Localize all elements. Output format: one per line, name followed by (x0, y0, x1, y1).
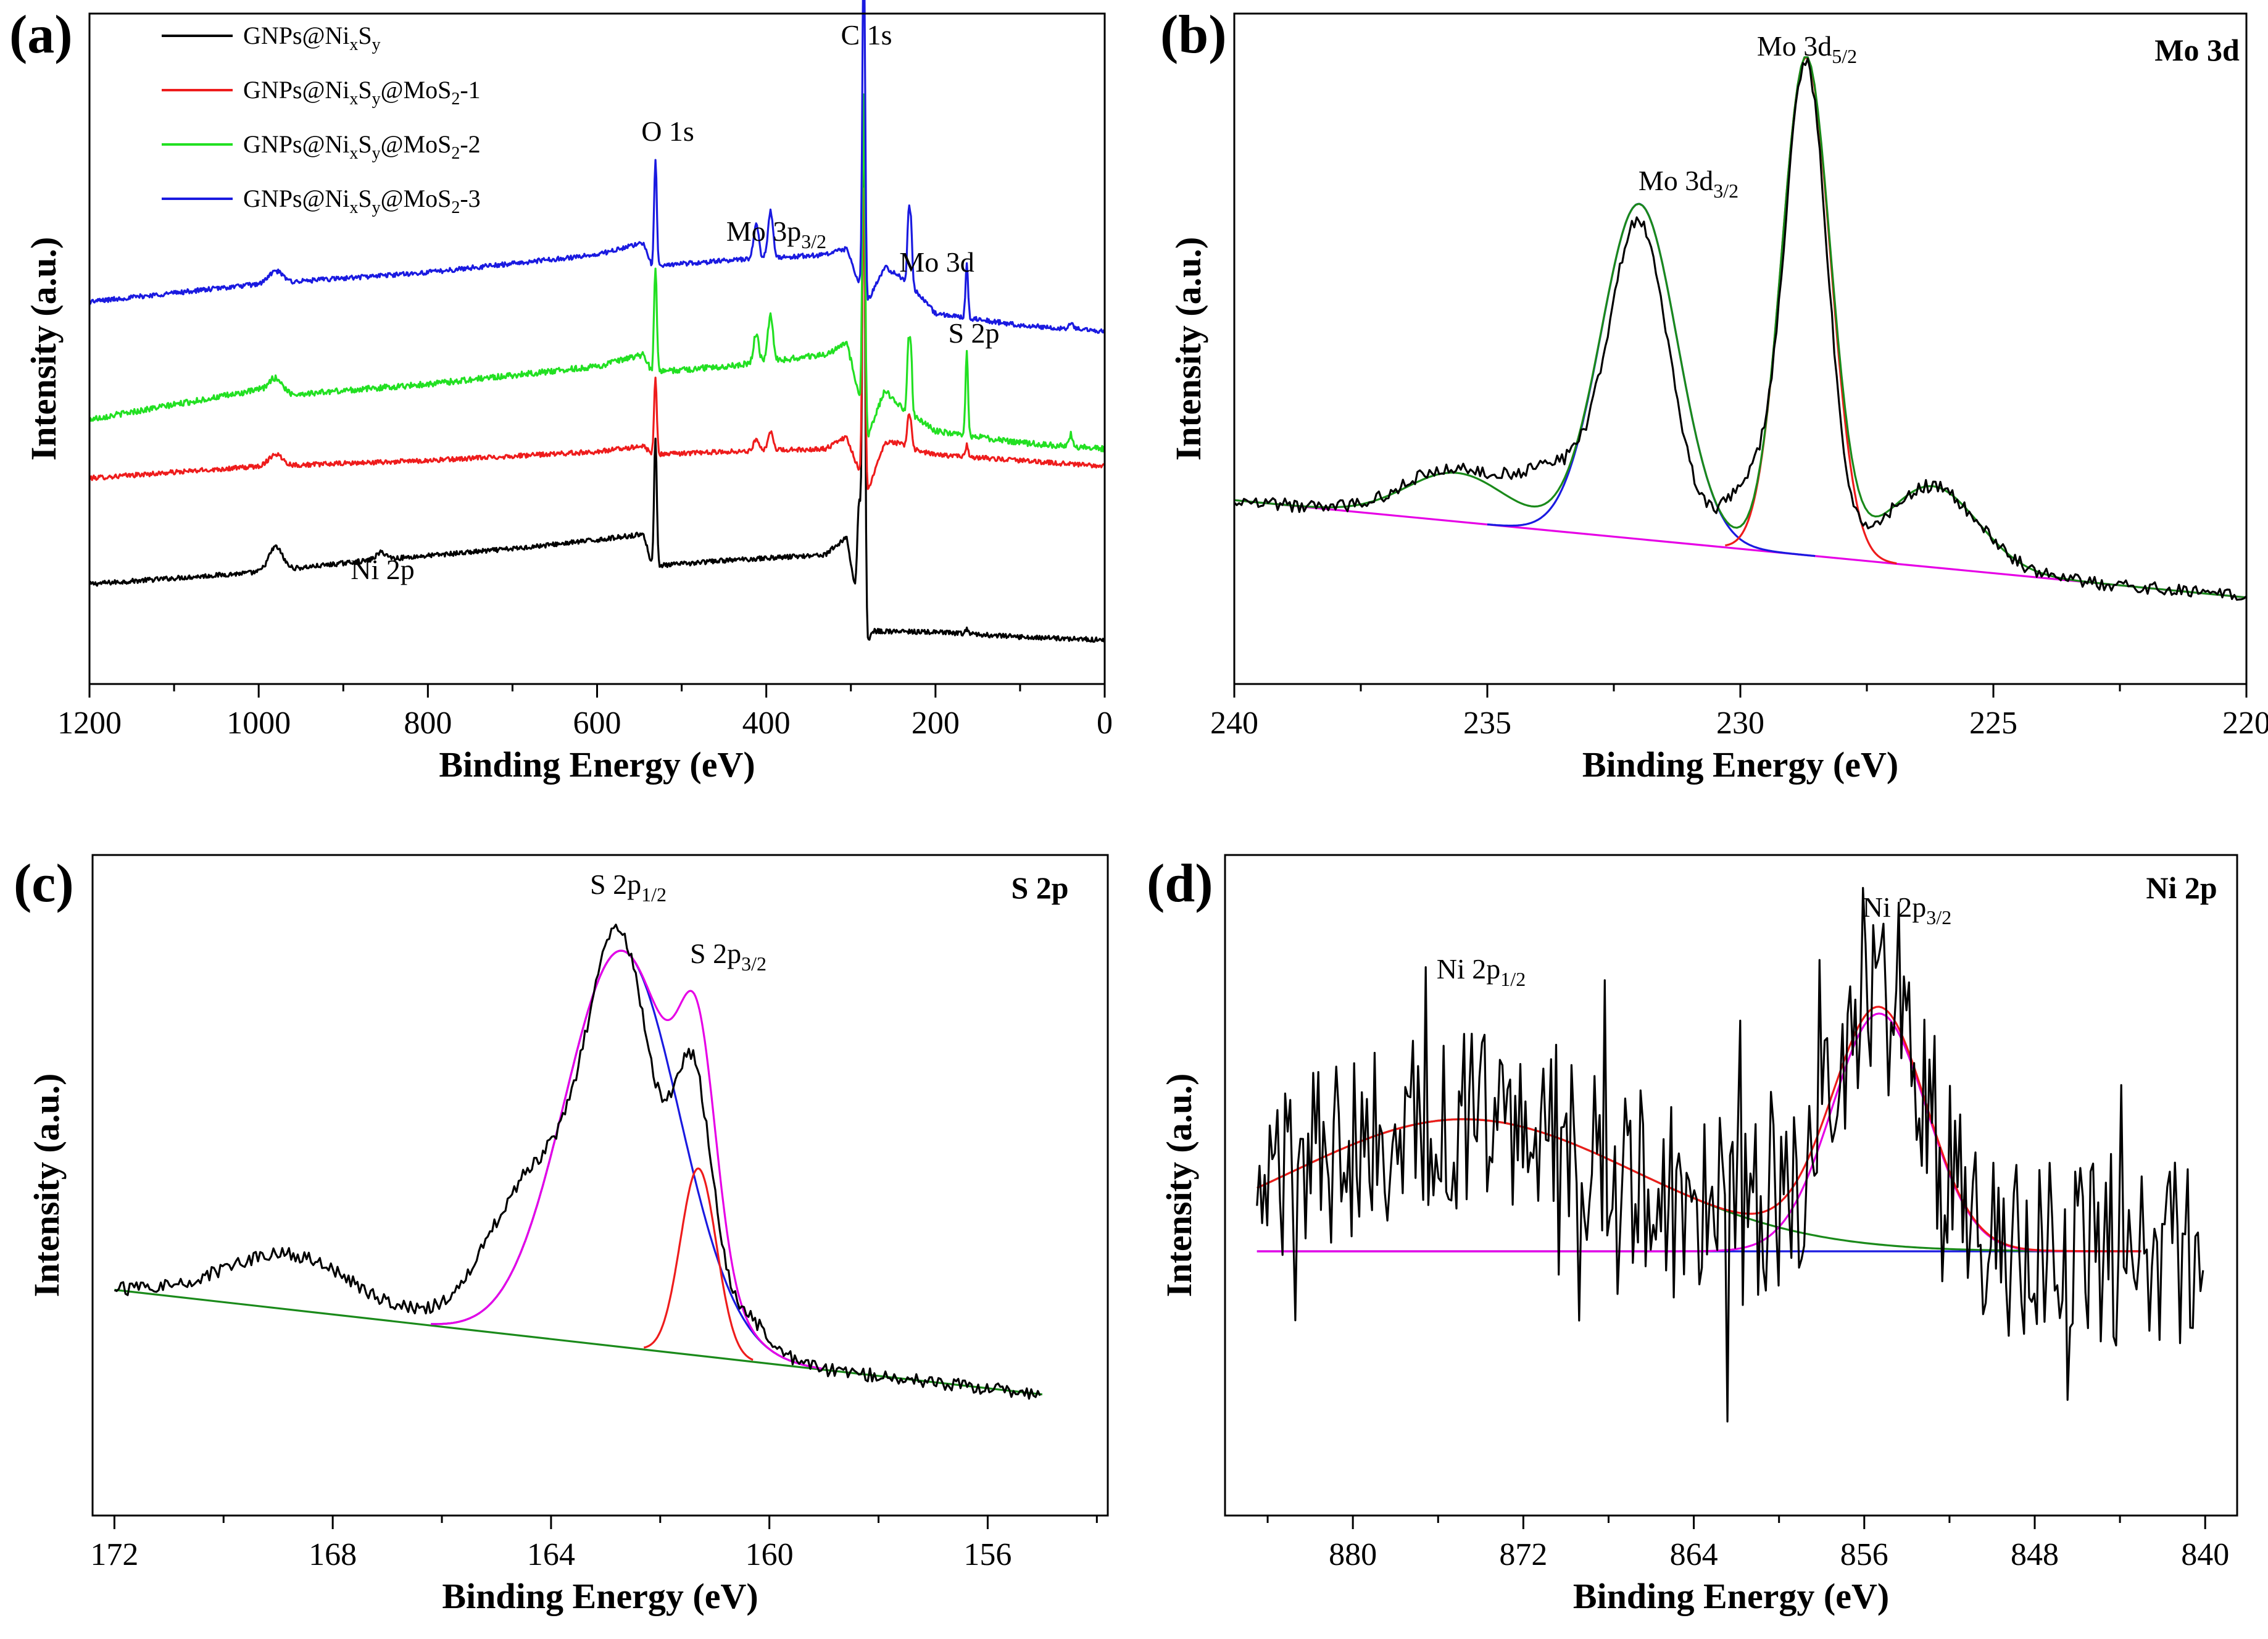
x-axis-title-a: Binding Energy (eV) (439, 744, 755, 785)
peak-label-a: S 2p (948, 317, 999, 349)
x-tick-label-d: 864 (1670, 1537, 1718, 1572)
x-tick-label-b: 220 (2222, 706, 2268, 741)
x-tick-label-d: 840 (2181, 1537, 2229, 1572)
series-a-gnps-nixsy (88, 122, 1105, 643)
x-tick-label-b: 240 (1210, 706, 1258, 741)
series-b-measured (1233, 57, 2248, 601)
series-c-s-2p3-2-fit (643, 1167, 754, 1361)
y-axis-title-b: Intensity (a.u.) (1168, 237, 1208, 461)
x-tick-label-c: 160 (746, 1537, 794, 1572)
x-axis-title-d: Binding Energy (eV) (1573, 1576, 1889, 1616)
peak-label-a: O 1s (641, 115, 694, 147)
corner-label-b: Mo 3d (2154, 33, 2240, 67)
peak-label-a: Mo 3d (899, 246, 974, 278)
y-axis-title-d: Intensity (a.u.) (1159, 1074, 1199, 1298)
series-c-envelope (431, 949, 823, 1370)
plot-frame-d (1224, 854, 2238, 1517)
series-c-s-2p1-2-fit (431, 949, 823, 1370)
x-tick-label-d: 856 (1840, 1537, 1888, 1572)
series-a-gnps-nixsy-mos2-1 (88, 187, 1106, 490)
panel-d: 880 872 864 856 848 840 Binding Energy (eV) Int… (1147, 854, 2238, 1616)
x-axis-title-c: Binding Energy (eV) (442, 1576, 758, 1616)
series-a-gnps-nixsy-mos2-2 (89, 93, 1106, 452)
x-tick-label-c: 164 (527, 1537, 575, 1572)
x-tick-label-a: 1200 (57, 706, 122, 741)
x-tick-label-a: 600 (573, 706, 621, 741)
x-tick-label-a: 400 (742, 706, 791, 741)
x-tick-label-a: 0 (1097, 706, 1113, 741)
legend-label: GNPs@NixSy (243, 22, 381, 54)
y-axis-title-a: Intensity (a.u.) (23, 237, 64, 461)
x-tick-label-a: 200 (912, 706, 960, 741)
peak-label-a: Ni 2p (351, 554, 415, 585)
legend-item: GNPs@NixSy@MoS2-1 (162, 76, 481, 109)
peak-label-b: Mo 3d3/2 (1639, 165, 1738, 202)
x-tick-label-d: 880 (1329, 1537, 1377, 1572)
peak-label-a: C 1s (841, 19, 892, 51)
series-d-measured (1256, 886, 2204, 1423)
legend-label: GNPs@NixSy@MoS2-2 (243, 130, 481, 163)
x-tick-label-c: 156 (963, 1537, 1011, 1572)
series-b-mo-3d3-2-fit (1487, 202, 1816, 557)
x-tick-label-b: 235 (1463, 706, 1511, 741)
panel-b: 240 235 230 225 220 Binding Energy (eV) Intens… (1160, 5, 2268, 785)
corner-label-d: Ni 2p (2146, 870, 2217, 905)
panel-a: 1200 1000 800 600 400 200 0 Binding Energy (eV)… (9, 0, 1113, 785)
series-b-envelope (1234, 56, 2247, 599)
legend-item: GNPs@NixSy@MoS2-3 (162, 185, 481, 217)
peak-label-b: Mo 3d5/2 (1757, 30, 1857, 67)
x-tick-label-a: 1000 (226, 706, 291, 741)
legend-label: GNPs@NixSy@MoS2-1 (243, 76, 481, 109)
x-tick-label-c: 168 (309, 1537, 357, 1572)
peak-label-a: Mo 3p3/2 (726, 215, 826, 252)
series-c-measured (114, 924, 1041, 1400)
peak-label-d: Ni 2p3/2 (1863, 891, 1951, 928)
legend-item: GNPs@NixSy@MoS2-2 (162, 130, 481, 163)
x-tick-label-b: 230 (1716, 706, 1764, 741)
series-b-mo-3d5-2-fit (1724, 56, 1897, 565)
panel-letter-c: (c) (14, 854, 74, 914)
plot-frame-c (91, 854, 1109, 1517)
x-tick-label-c: 172 (90, 1537, 138, 1572)
plot-frame-a (88, 12, 1106, 685)
panel-letter-a: (a) (9, 5, 73, 65)
peak-label-c: S 2p1/2 (590, 869, 667, 906)
peak-label-d: Ni 2p1/2 (1437, 953, 1526, 990)
x-tick-label-b: 225 (1969, 706, 2017, 741)
legend-label: GNPs@NixSy@MoS2-3 (243, 185, 481, 217)
corner-label-c: S 2p (1011, 870, 1068, 905)
y-axis-title-c: Intensity (a.u.) (27, 1074, 67, 1298)
panel-letter-b: (b) (1160, 5, 1227, 65)
x-tick-label-d: 848 (2011, 1537, 2059, 1572)
series-d-ni-2p3-2-fit (1257, 1012, 2141, 1253)
panel-c: 172 168 164 160 156 Binding Energy (eV) Intens… (14, 854, 1109, 1616)
legend-item: GNPs@NixSy (162, 22, 381, 54)
x-axis-title-b: Binding Energy (eV) (1582, 744, 1898, 785)
x-tick-label-d: 872 (1499, 1537, 1547, 1572)
series-d-envelope (1257, 1006, 2141, 1253)
panel-letter-d: (d) (1147, 854, 1213, 914)
series-a-gnps-nixsy-mos2-3 (88, 0, 1106, 334)
x-tick-label-a: 800 (404, 706, 452, 741)
series-c-background (114, 1288, 1043, 1396)
peak-label-c: S 2p3/2 (690, 938, 766, 975)
